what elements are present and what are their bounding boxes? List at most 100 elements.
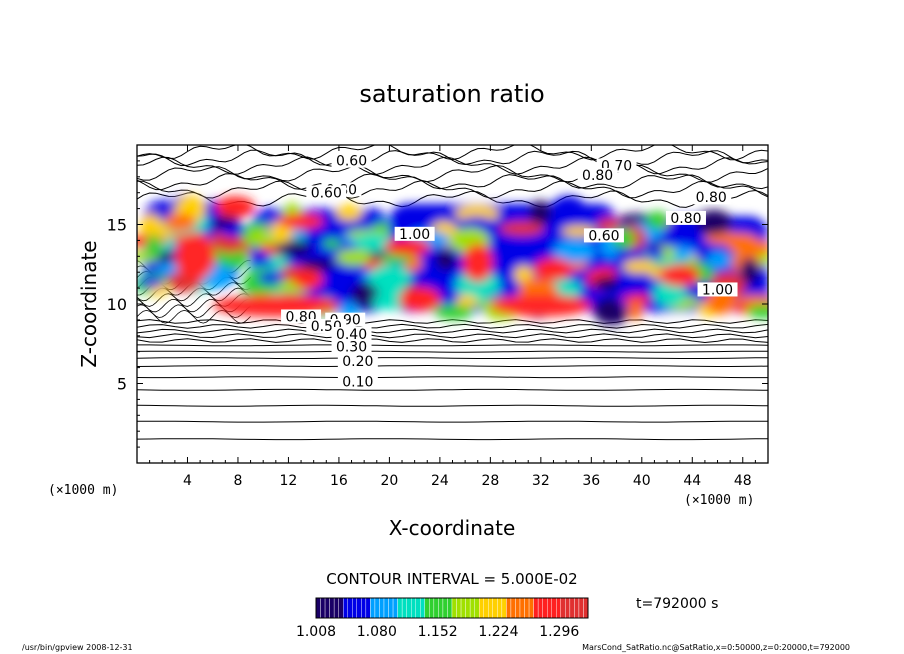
colorbar-swatch [388, 597, 394, 619]
saturation-cell [553, 239, 596, 263]
saturation-cell [646, 211, 669, 230]
x-tick-label: 16 [330, 473, 348, 489]
saturation-cell [455, 294, 478, 307]
contour-label: 0.80 [582, 168, 613, 184]
saturation-maximum [659, 264, 700, 287]
saturation-cell [138, 276, 165, 288]
contour-label: 0.60 [311, 185, 342, 201]
colorbar-swatch [519, 597, 525, 619]
saturation-maximum [174, 232, 216, 281]
footer-right: MarsCond_SatRatio.nc@SatRatio,x=0:50000,… [582, 643, 850, 652]
saturation-cell [383, 238, 431, 256]
colorbar-swatch [433, 597, 439, 619]
colorbar-tick-labels: 1.008 1.080 1.152 1.224 1.296 [296, 624, 579, 640]
saturation-cell [727, 238, 768, 256]
saturation-cell [368, 263, 412, 292]
colorbar-swatch [333, 597, 339, 619]
colorbar-tick-label: 1.152 [418, 624, 458, 640]
y-tick-label: 15 [107, 216, 127, 235]
colorbar-swatch [411, 597, 416, 619]
x-axis-ticks: 4 8 12 16 20 24 28 32 36 40 44 48 [149, 145, 756, 489]
colorbar-swatch [528, 597, 534, 619]
colorbar-swatch [574, 597, 580, 619]
contour-label-bg [337, 354, 378, 369]
saturation-cell [335, 204, 363, 221]
chart-title: saturation ratio [359, 80, 544, 108]
contour-label-bg [306, 185, 347, 200]
colorbar-tick-label: 1.080 [357, 624, 397, 640]
contour-line [137, 364, 768, 367]
saturation-cell [435, 249, 456, 271]
saturation-cell [622, 259, 656, 274]
colorbar-swatch [379, 597, 385, 619]
colorbar-swatch [370, 597, 376, 619]
colorbar-swatch [451, 597, 457, 619]
x-tick-label: 40 [633, 473, 651, 489]
y-tick-label: 5 [117, 375, 127, 394]
colorbar-tick-label: 1.008 [296, 624, 336, 640]
colorbar-tick-label: 1.224 [478, 624, 518, 640]
colorbar-swatch [397, 597, 403, 619]
colorbar-swatch [343, 597, 348, 619]
contour-line [137, 173, 768, 191]
colorbar-swatch [329, 597, 335, 619]
x-unit-right: (×1000 m) [684, 493, 754, 508]
y-axis-ticks: 5 10 15 [107, 160, 768, 448]
contour-line [137, 309, 251, 324]
saturation-cell [552, 195, 584, 214]
contour-label-bg [337, 374, 378, 389]
colorbar-swatch [356, 597, 362, 619]
saturation-cell [740, 257, 760, 285]
colorbar-swatch [556, 597, 561, 619]
colorbar-swatch [483, 597, 489, 619]
contour-label: 0.60 [336, 154, 367, 170]
contour-line [137, 145, 768, 161]
contour-line [137, 156, 768, 175]
contour-label-bg [583, 228, 624, 243]
saturation-cell [647, 245, 664, 260]
colorbar-swatch [465, 597, 471, 619]
saturation-cell [145, 234, 162, 259]
y-tick-label: 10 [107, 295, 127, 314]
x-tick-label: 48 [734, 473, 752, 489]
contour-label: 0.30 [336, 340, 367, 356]
x-tick-label: 24 [431, 473, 449, 489]
colorbar-frame [315, 597, 589, 619]
colorbar-swatch [569, 597, 575, 619]
contour-label-bg [331, 339, 372, 354]
colorbar-swatch [352, 597, 357, 619]
colorbar-swatch [492, 597, 498, 619]
y-axis-label: Z-coordinate [77, 240, 101, 367]
colorbar-swatch [438, 597, 444, 619]
plot-area [137, 145, 768, 441]
contour-line [137, 304, 251, 318]
colorbar-swatch [365, 597, 371, 619]
x-tick-label: 36 [582, 473, 600, 489]
colorbar-swatch [506, 597, 512, 619]
colorbar-swatch [374, 597, 380, 619]
colorbar-swatch [501, 597, 507, 619]
contour-label-bg [691, 190, 732, 205]
contour-interval-text: CONTOUR INTERVAL = 5.000E-02 [326, 570, 577, 588]
contour-line [137, 350, 768, 353]
contour-label: 1.00 [399, 227, 430, 243]
colorbar-swatch [392, 597, 398, 619]
saturation-maximum [462, 243, 493, 282]
saturation-cell [434, 304, 474, 320]
colorbar-swatch [347, 597, 353, 619]
colorbar-swatch [479, 597, 484, 619]
contour-line [137, 388, 768, 391]
saturation-cell [398, 286, 441, 312]
contour-label-bg [577, 167, 618, 182]
contour-label-bg [331, 153, 372, 168]
saturation-cell [736, 295, 768, 307]
contour-label: 0.60 [588, 228, 619, 244]
saturation-cell [533, 257, 573, 281]
colorbar-swatch [578, 597, 584, 619]
colorbar-swatch [583, 597, 589, 619]
colorbar-swatch [415, 597, 421, 619]
colorbar-swatch [537, 597, 543, 619]
contour-label-bg [697, 282, 738, 297]
contour-line [137, 404, 768, 407]
contour-line [137, 149, 768, 167]
